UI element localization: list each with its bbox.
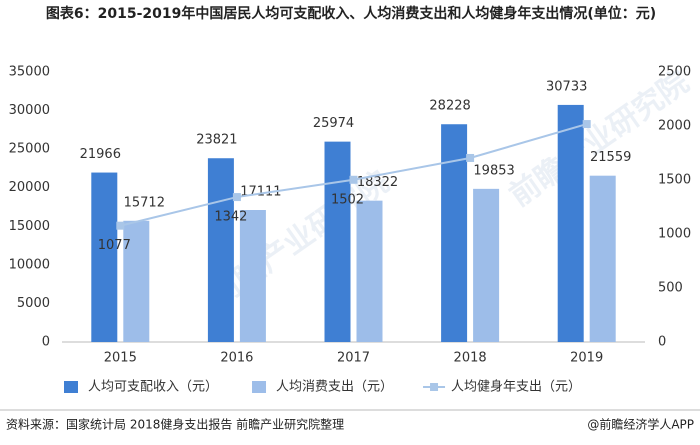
bar bbox=[207, 158, 234, 342]
value-label: 28228 bbox=[429, 99, 470, 114]
y-tick-label: 25000 bbox=[9, 142, 50, 157]
legend-label: 人均消费支出（元） bbox=[276, 380, 393, 395]
y-tick-label: 20000 bbox=[9, 180, 50, 195]
x-tick-label: 2019 bbox=[570, 351, 603, 366]
y-tick-label: 30000 bbox=[9, 103, 50, 118]
value-label: 30733 bbox=[546, 79, 587, 94]
x-tick-label: 2018 bbox=[454, 351, 487, 366]
chart-title: 图表6：2015-2019年中国居民人均可支配收入、人均消费支出和人均健身年支出… bbox=[45, 6, 657, 22]
y-tick-label: 15000 bbox=[9, 219, 50, 234]
value-label: 21966 bbox=[80, 147, 121, 162]
x-tick-label: 2016 bbox=[220, 351, 253, 366]
bar bbox=[557, 104, 584, 342]
title-box: 图表6：2015-2019年中国居民人均可支配收入、人均消费支出和人均健身年支出… bbox=[45, 6, 657, 22]
y2-tick-label: 2000 bbox=[658, 119, 691, 134]
y2-tick-label: 0 bbox=[658, 335, 666, 350]
value-label: 15712 bbox=[124, 195, 165, 210]
legend-label: 人均健身年支出（元） bbox=[451, 379, 581, 395]
x-tick-label: 2017 bbox=[337, 351, 370, 366]
y-tick-label: 35000 bbox=[9, 65, 50, 80]
y2-tick-label: 1000 bbox=[658, 227, 691, 242]
line-marker bbox=[232, 193, 241, 202]
x-tick-label: 2015 bbox=[104, 351, 137, 366]
value-label: 1502 bbox=[331, 192, 364, 207]
y2-tick-label: 2500 bbox=[658, 65, 691, 80]
source: 资料来源：国家统计局 2018健身支出报告 前瞻产业研究院整理 bbox=[6, 417, 344, 432]
y2-tick-label: 1500 bbox=[658, 173, 691, 188]
legend-swatch bbox=[64, 381, 78, 393]
bar bbox=[324, 141, 351, 342]
bar bbox=[441, 124, 468, 342]
line-marker bbox=[582, 120, 591, 129]
legend-label: 人均可支配收入（元） bbox=[88, 380, 218, 395]
legend-swatch bbox=[252, 381, 267, 393]
bar bbox=[239, 210, 266, 342]
value-label: 25974 bbox=[313, 116, 354, 131]
credit: @前瞻经济学人APP bbox=[587, 417, 694, 432]
bar bbox=[91, 172, 118, 342]
value-label: 21559 bbox=[590, 150, 631, 165]
bar bbox=[356, 200, 383, 342]
y-tick-label: 5000 bbox=[17, 296, 50, 311]
y-tick-label: 10000 bbox=[9, 257, 50, 272]
bar bbox=[123, 220, 150, 342]
value-label: 23821 bbox=[196, 133, 237, 148]
line-marker bbox=[466, 153, 475, 162]
value-label: 19853 bbox=[473, 163, 514, 178]
value-label: 1342 bbox=[214, 210, 247, 225]
line-marker bbox=[116, 221, 125, 230]
value-label: 18322 bbox=[357, 175, 398, 190]
value-label: 1077 bbox=[98, 238, 131, 253]
y2-tick-label: 500 bbox=[658, 281, 683, 296]
bar bbox=[473, 188, 500, 342]
bar bbox=[589, 175, 616, 342]
legend-swatch bbox=[430, 383, 439, 391]
y-tick-label: 0 bbox=[42, 335, 50, 350]
line-marker bbox=[349, 175, 358, 184]
